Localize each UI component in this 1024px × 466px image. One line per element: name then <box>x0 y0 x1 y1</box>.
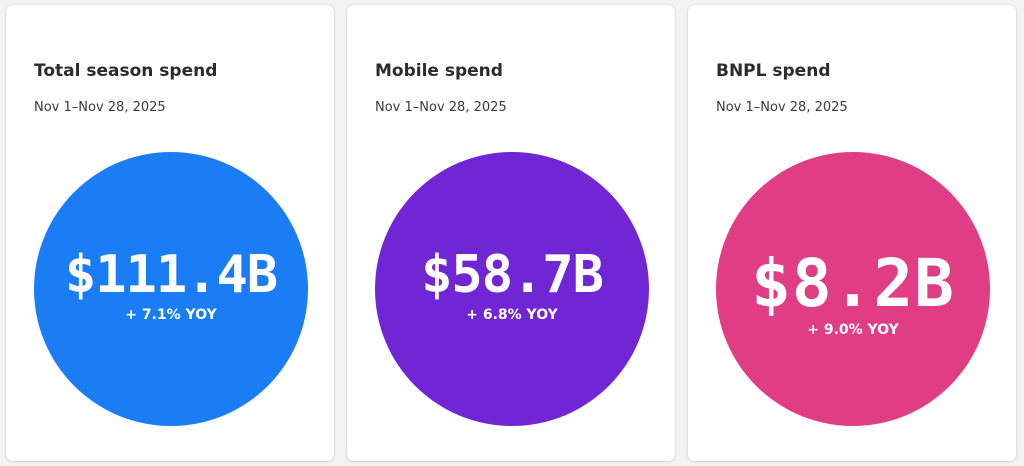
date-range: Nov 1–Nov 28, 2025 <box>716 100 848 115</box>
spend-value: $8.2B <box>751 245 955 322</box>
card-title: Total season spend <box>34 61 218 81</box>
card-title: Mobile spend <box>375 61 503 81</box>
yoy-change: + 6.8% YOY <box>466 306 558 323</box>
value-circle: $111.4B + 7.1% YOY <box>34 152 308 426</box>
yoy-change: + 7.1% YOY <box>125 306 217 323</box>
stat-card-total-season-spend: Total season spend Nov 1–Nov 28, 2025 $1… <box>6 5 334 461</box>
stat-card-mobile-spend: Mobile spend Nov 1–Nov 28, 2025 $58.7B +… <box>347 5 675 461</box>
value-circle: $58.7B + 6.8% YOY <box>375 152 649 426</box>
card-title: BNPL spend <box>716 61 831 81</box>
spend-value: $111.4B <box>64 244 278 305</box>
value-circle: $8.2B + 9.0% YOY <box>716 152 990 426</box>
stat-card-bnpl-spend: BNPL spend Nov 1–Nov 28, 2025 $8.2B + 9.… <box>688 5 1016 461</box>
spend-value: $58.7B <box>421 244 604 305</box>
date-range: Nov 1–Nov 28, 2025 <box>375 100 507 115</box>
yoy-change: + 9.0% YOY <box>807 322 899 338</box>
date-range: Nov 1–Nov 28, 2025 <box>34 100 166 115</box>
